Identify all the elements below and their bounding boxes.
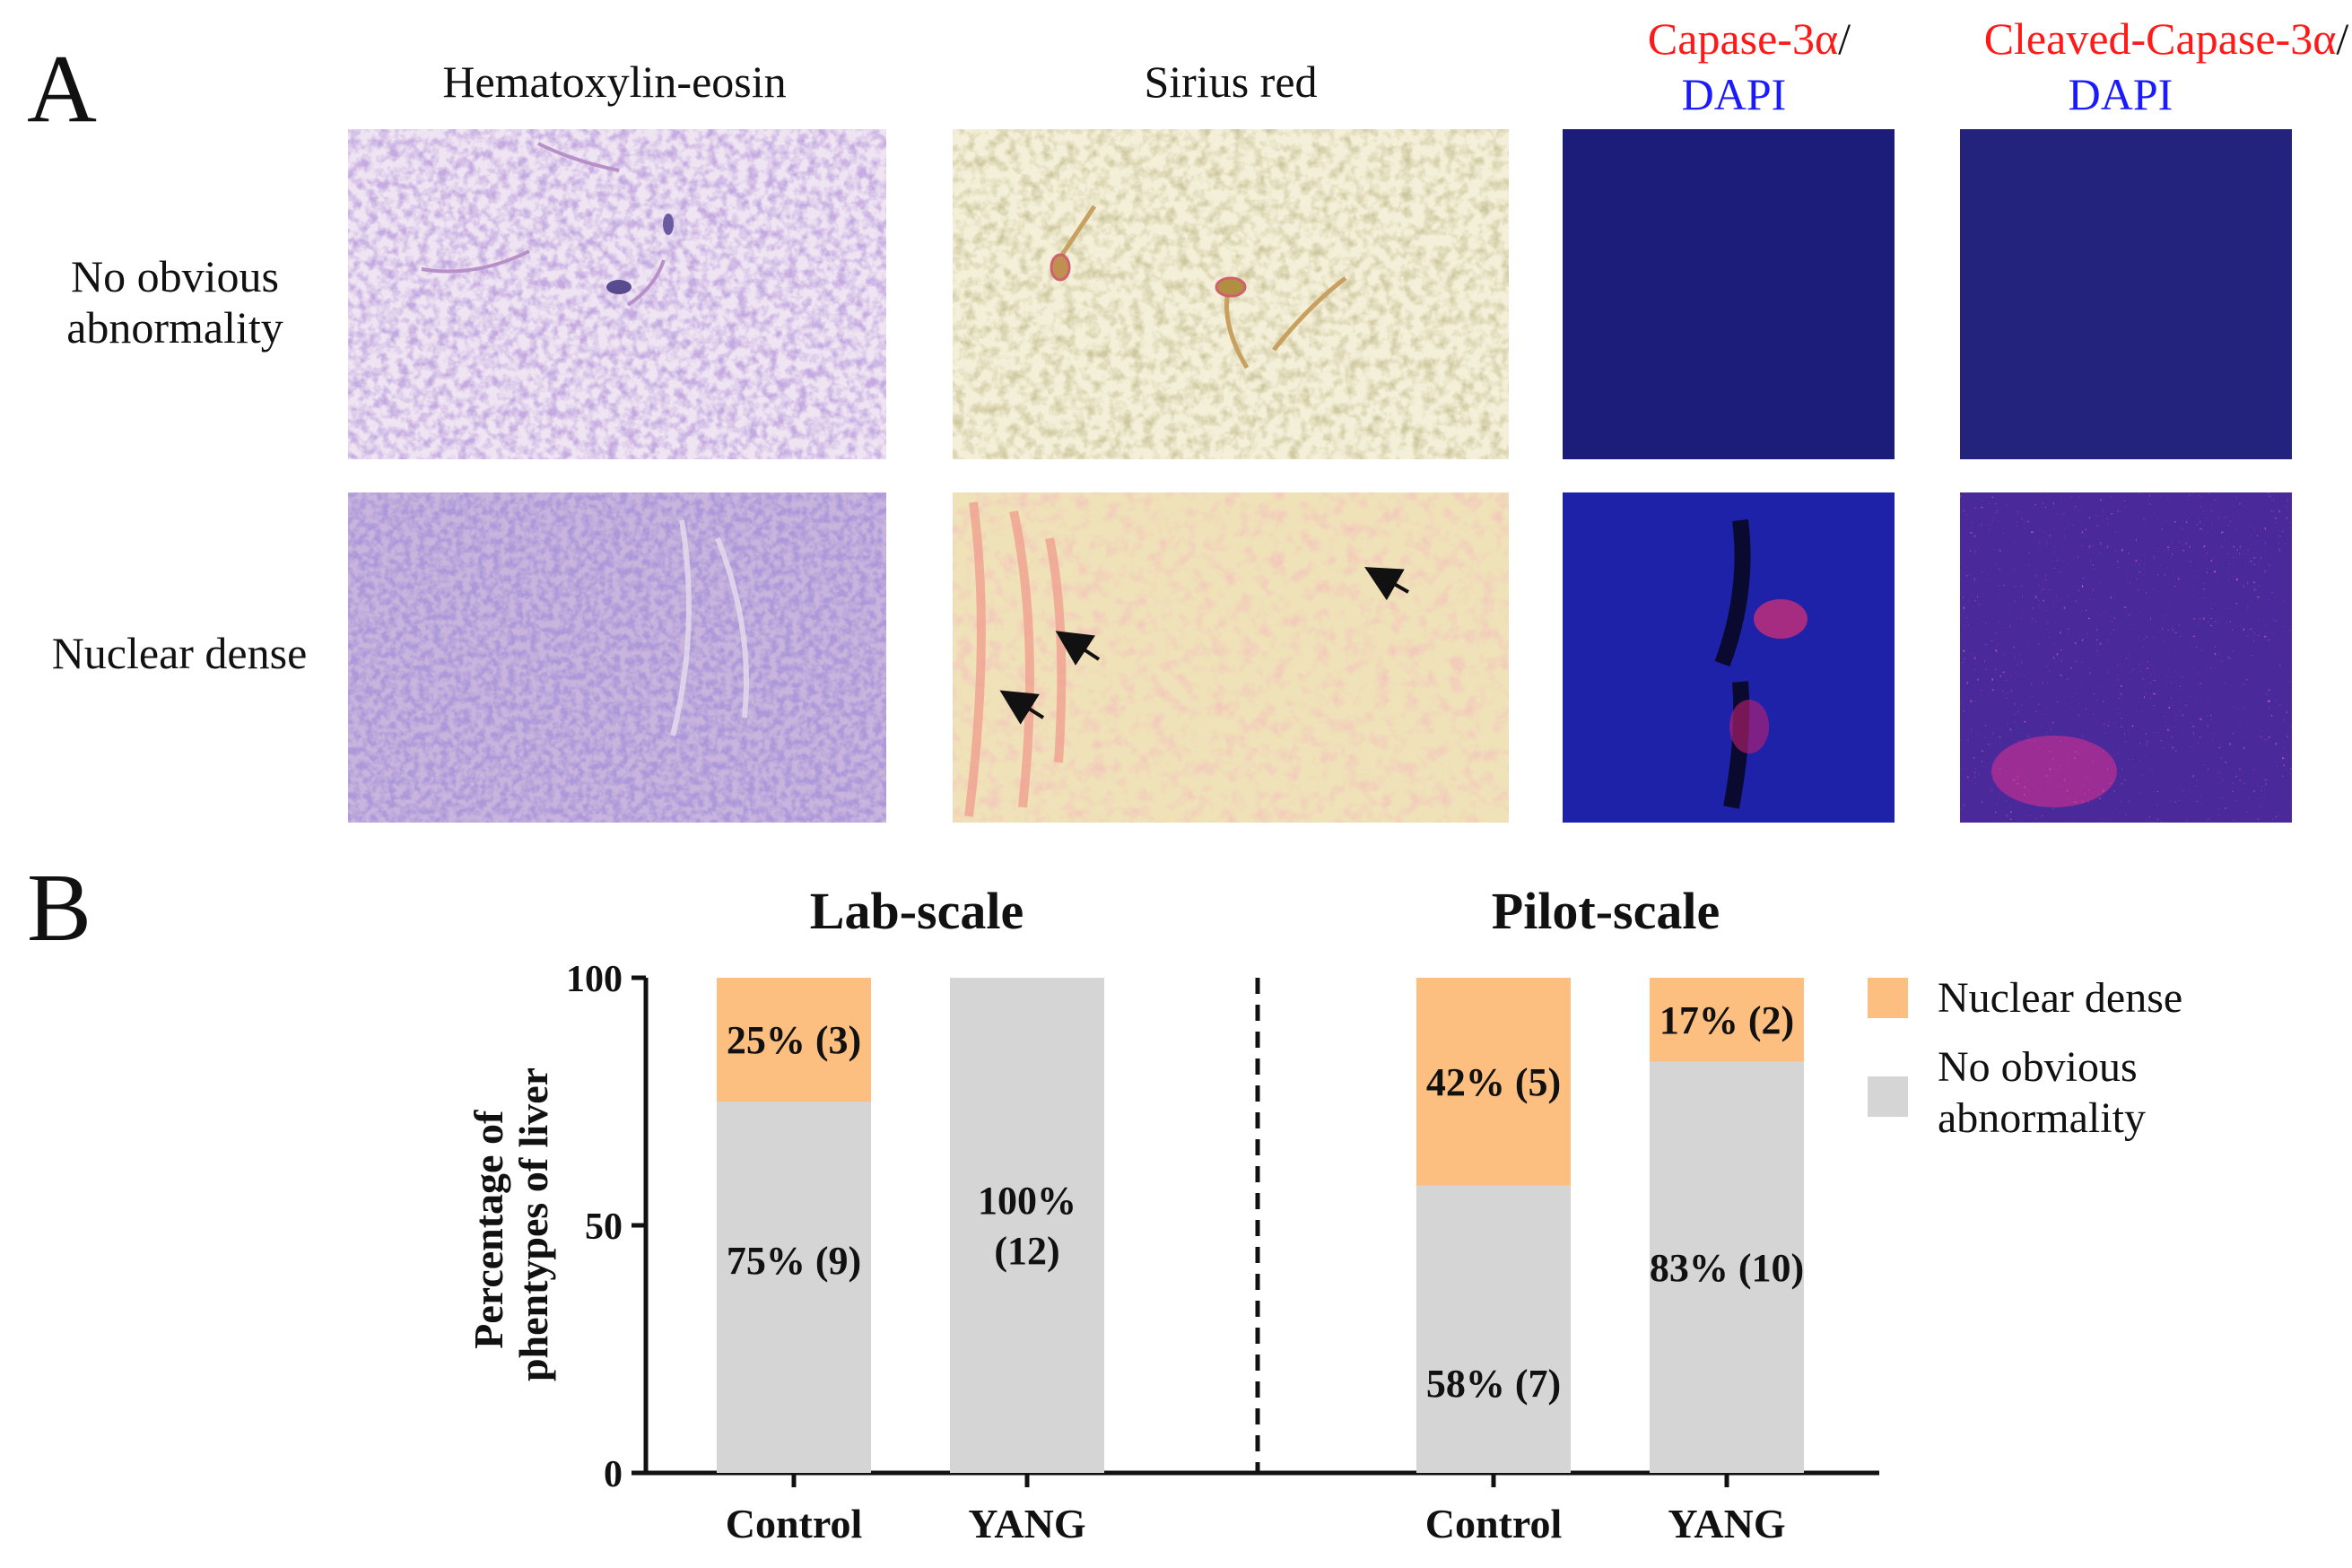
data-label: 100% [978, 1179, 1076, 1223]
subtitle-lab-scale: Lab-scale [810, 882, 1024, 940]
column-header-capase-text: Capase-3α [1648, 13, 1838, 64]
y-axis-label-line1: Percentage of [466, 1110, 511, 1349]
data-label: 58% (7) [1426, 1362, 1561, 1406]
arrow-icon [1364, 567, 1409, 601]
micrograph-capase-dense [1563, 492, 1895, 823]
column-header-he: Hematoxylin-eosin [442, 57, 786, 107]
panel-b-letter: B [27, 855, 91, 962]
legend-swatch-nuclear-dense [1868, 978, 1908, 1018]
column-header-cleaved: Cleaved-Capase-3α/ [1984, 13, 2349, 64]
x-tick-label: Control [726, 1501, 863, 1546]
micrograph-he-dense [348, 492, 886, 823]
micrograph-sirius-dense [953, 492, 1509, 823]
y-axis-label-line2: phentypes of liver [510, 1067, 556, 1381]
data-label: 42% (5) [1426, 1060, 1561, 1104]
column-header-sirius: Sirius red [1144, 57, 1317, 107]
data-label: 25% (3) [727, 1018, 861, 1062]
micrograph-cleaved-normal [1960, 129, 2292, 459]
data-label: 75% (9) [727, 1239, 861, 1283]
column-header-cleaved-slash: / [2336, 13, 2348, 64]
bar-segment-nuclear-dense [717, 978, 871, 1102]
column-header-he-text: Hematoxylin-eosin [442, 57, 786, 107]
data-label: 83% (10) [1650, 1246, 1804, 1290]
legend-label-no-obvious-line1: No obvious [1938, 1043, 2138, 1091]
x-tick-label: YANG [1668, 1501, 1785, 1546]
column-header-capase-slash: / [1838, 13, 1851, 64]
column-header-capase-dapi: DAPI [1682, 69, 1787, 119]
legend-label-no-obvious-line2: abnormality [1938, 1094, 2146, 1142]
bar-segment-no-obvious [717, 1102, 871, 1473]
legend: Nuclear dense No obvious abnormality [1868, 974, 2182, 1142]
arrow-icon [999, 690, 1045, 725]
y-tick-label: 0 [604, 1454, 623, 1495]
chart-plot-area: 0 50 100 Control 75% (9) 25% (3) YANG 100% (12) C… [566, 959, 1879, 1546]
micrograph-cleaved-dense [1960, 492, 2292, 823]
subtitle-pilot-scale: Pilot-scale [1492, 882, 1720, 940]
column-header-capase: Capase-3α/ [1648, 13, 1851, 64]
row-header-nuclear-dense: Nuclear dense [52, 628, 308, 678]
y-tick-label: 100 [566, 959, 623, 1000]
data-label: 17% (2) [1659, 998, 1794, 1042]
y-axis-label: Percentage of phentypes of liver [466, 1067, 556, 1381]
micrograph-capase-normal [1563, 129, 1895, 459]
legend-label-nuclear-dense: Nuclear dense [1938, 974, 2182, 1022]
panel-a-letter: A [27, 36, 97, 143]
column-header-sirius-text: Sirius red [1144, 57, 1317, 107]
column-header-cleaved-dapi: DAPI [2069, 69, 2173, 119]
bar-segment-no-obvious [950, 978, 1104, 1473]
bar-segment-nuclear-dense [1416, 978, 1571, 1186]
micrograph-sirius-normal [953, 129, 1509, 459]
x-tick-label: Control [1425, 1501, 1563, 1546]
y-tick-label: 50 [585, 1206, 623, 1248]
bar-segment-no-obvious [1650, 1061, 1804, 1473]
x-tick-label: YANG [968, 1501, 1085, 1546]
micrograph-he-normal [348, 129, 886, 459]
column-header-cleaved-text: Cleaved-Capase-3α [1984, 13, 2337, 64]
data-label: (12) [994, 1229, 1059, 1273]
arrow-icon [1055, 631, 1101, 666]
bar-segment-nuclear-dense [1650, 978, 1804, 1062]
bar-segment-no-obvious [1416, 1185, 1571, 1473]
legend-swatch-no-obvious [1868, 1076, 1908, 1117]
row-header-no-obvious-line2: abnormality [66, 302, 283, 353]
row-header-no-obvious-line1: No obvious [71, 251, 279, 301]
